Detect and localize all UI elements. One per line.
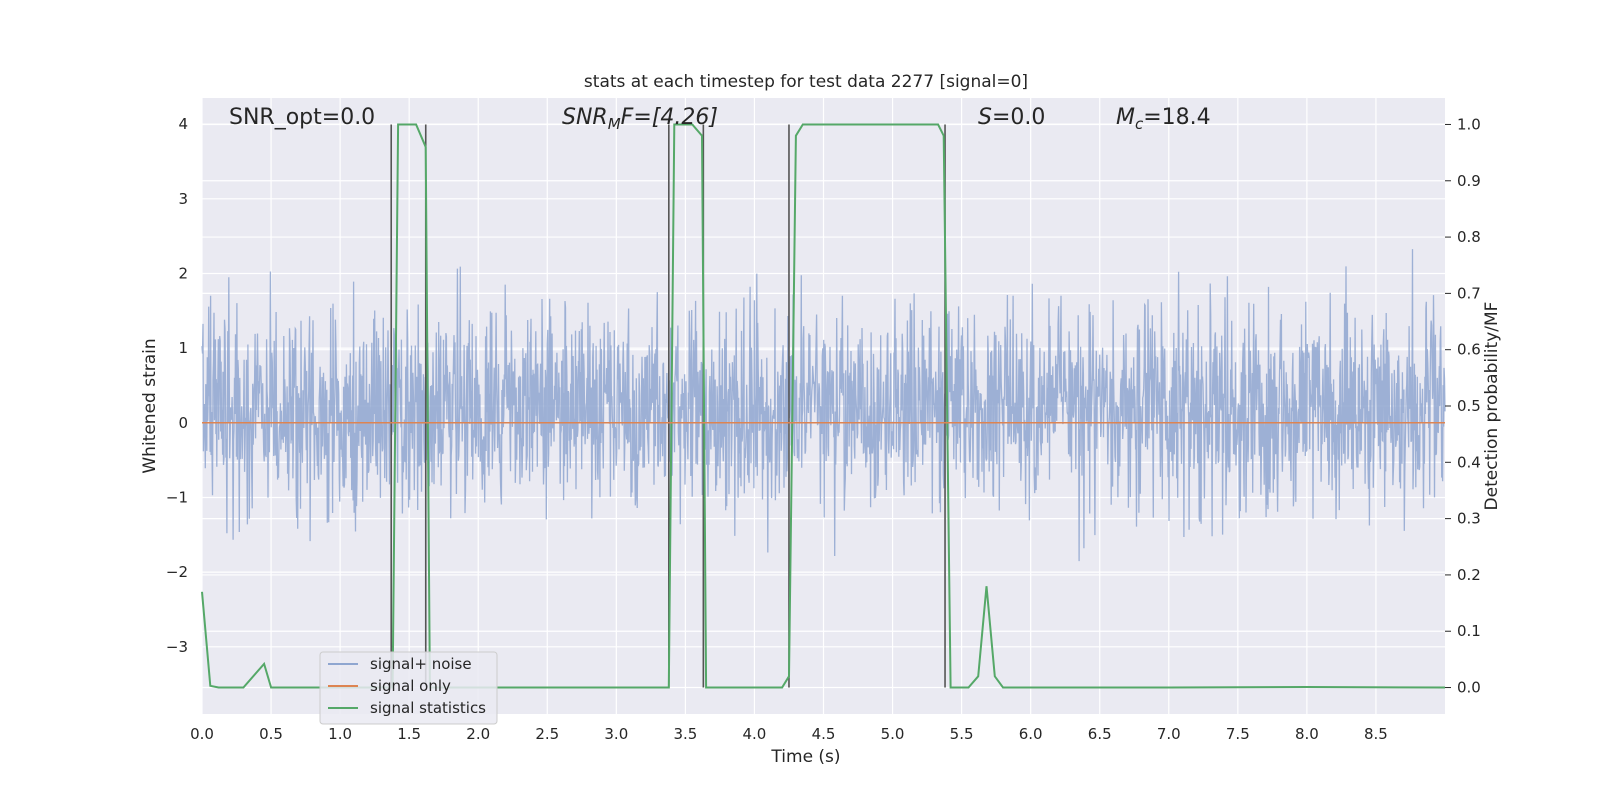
annotations: SNR_opt=0.0 SNRMF=[4.26] S=0.0 Mc=18.4: [229, 105, 1211, 133]
right-y-tick-label: 0.8: [1457, 228, 1481, 246]
left-y-tick-label: 0: [178, 414, 188, 432]
x-tick-label: 7.0: [1157, 725, 1181, 743]
x-tick-label: 3.0: [604, 725, 628, 743]
right-y-tick-label: 0.0: [1457, 679, 1481, 697]
annotation-mc: Mc=18.4: [1116, 105, 1211, 133]
annotation-mc-sub: c: [1135, 115, 1144, 133]
x-axis-label: Time (s): [770, 747, 840, 767]
x-tick-label: 0.5: [259, 725, 283, 743]
right-y-tick-label: 0.5: [1457, 397, 1481, 415]
left-y-tick-label: 1: [178, 339, 188, 357]
annotation-snr-mf-sub: M: [608, 115, 621, 133]
annotation-s-main: S: [978, 105, 992, 130]
legend-box: [319, 651, 498, 725]
x-tick-label: 2.0: [466, 725, 490, 743]
annotation-snr-opt: SNR_opt=0.0: [229, 105, 375, 130]
right-y-tick-label: 0.9: [1457, 172, 1481, 190]
left-y-tick-label: 2: [178, 264, 188, 282]
x-tick-label: 8.5: [1364, 725, 1388, 743]
x-tick-label: 2.5: [535, 725, 559, 743]
annotation-snr-mf-main: SNR: [562, 105, 608, 130]
annotation-snr-mf: SNRMF=[4.26]: [562, 105, 718, 133]
signal-noise-line: [201, 249, 1446, 562]
chart-title: stats at each timestep for test data 227…: [584, 72, 1028, 92]
x-tick-label: 5.0: [881, 725, 905, 743]
right-y-tick-label: 0.6: [1457, 341, 1481, 359]
x-tick-label: 7.5: [1226, 725, 1250, 743]
right-y-tick-label: 0.4: [1457, 453, 1481, 471]
signal-statistics-series: [201, 123, 1446, 689]
x-tick-label: 4.5: [812, 725, 836, 743]
x-tick-label: 8.0: [1295, 725, 1319, 743]
legend-label-signal-noise: signal+ noise: [370, 655, 472, 673]
annotation-s: S=0.0: [978, 105, 1045, 130]
left-y-axis-label: Whitened strain: [140, 338, 160, 473]
left-y-tick-label: −2: [166, 563, 188, 581]
legend: signal+ noise signal only signal statist…: [319, 651, 498, 725]
right-y-tick-label: 0.2: [1457, 566, 1481, 584]
left-y-axis-ticks: 4 3 2 1 0 −1 −2 −3: [166, 115, 188, 656]
left-y-tick-label: 3: [178, 190, 188, 208]
x-tick-label: 3.5: [673, 725, 697, 743]
x-tick-label: 1.5: [397, 725, 421, 743]
annotation-snr-mf-rest: F=[4.26]: [621, 105, 718, 130]
x-axis-ticks: 0.0 0.5 1.0 1.5 2.0 2.5 3.0 3.5 4.0 4.5 5.0 5.5 6.0 6…: [190, 725, 1388, 743]
signal-noise-series: [201, 249, 1446, 562]
left-y-tick-label: −1: [166, 488, 188, 506]
legend-label-signal-only: signal only: [370, 677, 451, 695]
signal-statistics-line: [201, 123, 1446, 689]
right-y-tick-label: 1.0: [1457, 115, 1481, 133]
right-y-axis-label: Detection probability/MF: [1482, 302, 1502, 511]
x-tick-label: 6.5: [1088, 725, 1112, 743]
left-y-tick-label: −3: [166, 638, 188, 656]
legend-label-signal-statistics: signal statistics: [370, 699, 486, 717]
x-tick-label: 6.0: [1019, 725, 1043, 743]
plot-area: [201, 98, 1446, 714]
right-y-tick-label: 0.1: [1457, 622, 1481, 640]
left-y-tick-label: 4: [178, 115, 188, 133]
annotation-s-rest: =0.0: [992, 105, 1045, 130]
annotation-mc-rest: =18.4: [1143, 105, 1210, 130]
right-y-tick-label: 0.3: [1457, 510, 1481, 528]
right-y-tick-label: 0.7: [1457, 284, 1481, 302]
x-tick-label: 0.0: [190, 725, 214, 743]
x-tick-label: 4.0: [743, 725, 767, 743]
right-y-axis-ticks: 1.0 0.9 0.8 0.7 0.6 0.5 0.4 0.3 0.2 0.1 0.0: [1445, 115, 1481, 697]
annotation-mc-main: M: [1116, 105, 1135, 130]
x-tick-label: 1.0: [328, 725, 352, 743]
x-tick-label: 5.5: [950, 725, 974, 743]
